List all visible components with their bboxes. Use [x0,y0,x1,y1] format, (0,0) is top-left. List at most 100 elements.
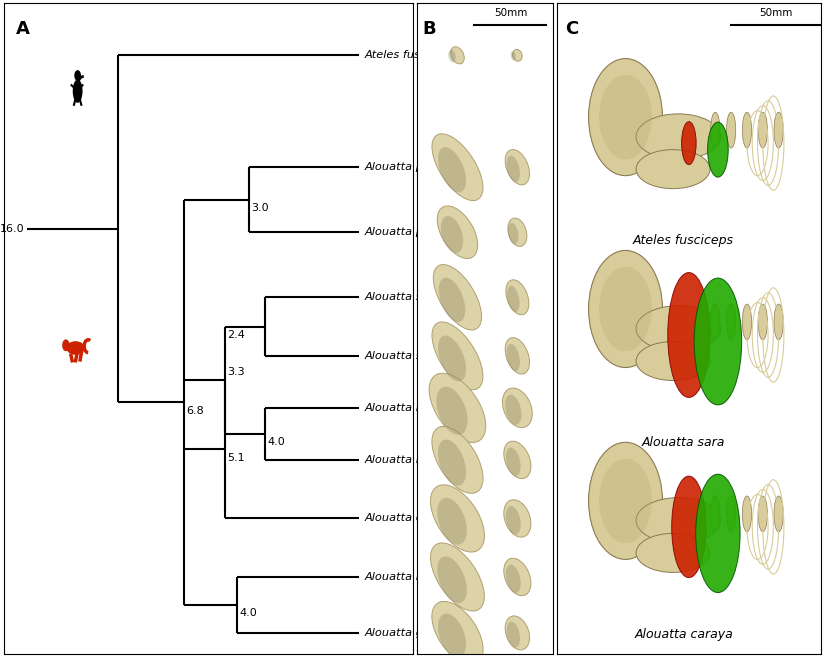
Ellipse shape [450,47,464,64]
Text: Alouatta sara: Alouatta sara [365,292,441,302]
Ellipse shape [438,614,466,657]
Ellipse shape [727,112,736,148]
Ellipse shape [504,558,531,596]
Ellipse shape [438,440,466,486]
Ellipse shape [507,344,520,371]
Ellipse shape [695,474,740,593]
Ellipse shape [433,265,482,330]
Text: Alouatta palliata: Alouatta palliata [365,227,458,237]
Text: Alouatta caraya: Alouatta caraya [365,513,455,524]
Text: 16.0: 16.0 [0,224,25,234]
Ellipse shape [636,306,720,351]
Ellipse shape [437,556,467,603]
Ellipse shape [636,342,710,380]
Ellipse shape [505,616,530,650]
Ellipse shape [708,122,728,177]
Ellipse shape [742,496,752,532]
Ellipse shape [505,395,521,425]
Text: Alouatta seniculus: Alouatta seniculus [365,351,469,361]
Ellipse shape [694,278,742,405]
Ellipse shape [73,79,82,102]
Ellipse shape [636,114,720,160]
Text: 2.4: 2.4 [227,330,244,340]
Ellipse shape [506,280,529,315]
Ellipse shape [512,49,522,61]
Text: A: A [16,20,31,37]
Ellipse shape [504,441,531,479]
Text: 3.3: 3.3 [227,367,244,377]
Ellipse shape [727,304,736,340]
Ellipse shape [710,112,720,148]
Text: Alouatta guariba: Alouatta guariba [365,628,460,638]
Ellipse shape [588,442,662,559]
Ellipse shape [505,150,530,185]
Ellipse shape [74,70,81,81]
Text: 50mm: 50mm [759,8,793,18]
Text: Alouatta belzebul: Alouatta belzebul [365,572,464,582]
Ellipse shape [432,426,483,493]
Ellipse shape [502,388,532,428]
Text: C: C [565,20,578,37]
Ellipse shape [774,304,783,340]
Ellipse shape [758,496,767,532]
Text: Ateles fusciceps: Ateles fusciceps [365,51,456,60]
Ellipse shape [774,112,783,148]
Text: 6.8: 6.8 [186,405,204,416]
Text: Alouatta macconnellii: Alouatta macconnellii [365,403,488,413]
Ellipse shape [439,278,465,322]
Ellipse shape [672,476,706,578]
Ellipse shape [508,218,527,246]
Ellipse shape [636,497,720,543]
Ellipse shape [636,533,710,572]
Text: 3.0: 3.0 [251,203,269,213]
Text: Alouatta caraya: Alouatta caraya [634,627,733,641]
Ellipse shape [506,564,521,593]
Text: Ateles fusciceps: Ateles fusciceps [633,234,734,247]
Ellipse shape [437,206,478,259]
Ellipse shape [507,156,520,182]
Ellipse shape [432,322,483,390]
Ellipse shape [710,304,720,340]
Ellipse shape [588,58,662,175]
Ellipse shape [599,459,652,543]
Ellipse shape [429,373,486,443]
Ellipse shape [438,147,466,193]
Ellipse shape [62,340,69,351]
Text: B: B [422,20,436,37]
Ellipse shape [636,150,710,189]
Ellipse shape [437,498,467,545]
Text: Alouatta pigra: Alouatta pigra [365,162,446,172]
Ellipse shape [441,216,463,253]
Ellipse shape [438,336,466,382]
Ellipse shape [507,286,520,312]
Ellipse shape [506,447,521,476]
Ellipse shape [681,122,696,165]
Text: 4.0: 4.0 [239,608,257,618]
Ellipse shape [588,250,662,367]
Text: Alouatta sara: Alouatta sara [642,436,725,449]
Ellipse shape [742,304,752,340]
Ellipse shape [710,496,720,532]
Ellipse shape [431,601,483,657]
Ellipse shape [508,223,518,244]
Ellipse shape [742,112,752,148]
Ellipse shape [436,387,468,435]
Ellipse shape [758,112,767,148]
Ellipse shape [599,267,652,351]
Text: 50mm: 50mm [494,8,527,18]
Ellipse shape [506,506,521,534]
Text: 4.0: 4.0 [267,437,285,447]
Text: Alouatta nigerrima: Alouatta nigerrima [365,455,471,465]
Ellipse shape [727,496,736,532]
Ellipse shape [667,273,710,397]
Ellipse shape [599,75,652,160]
Ellipse shape [507,622,520,647]
Ellipse shape [432,134,483,200]
Ellipse shape [431,543,484,611]
Ellipse shape [431,485,484,552]
Ellipse shape [448,50,455,62]
Ellipse shape [505,338,530,374]
Ellipse shape [758,304,767,340]
Ellipse shape [504,500,531,537]
Ellipse shape [67,341,85,355]
